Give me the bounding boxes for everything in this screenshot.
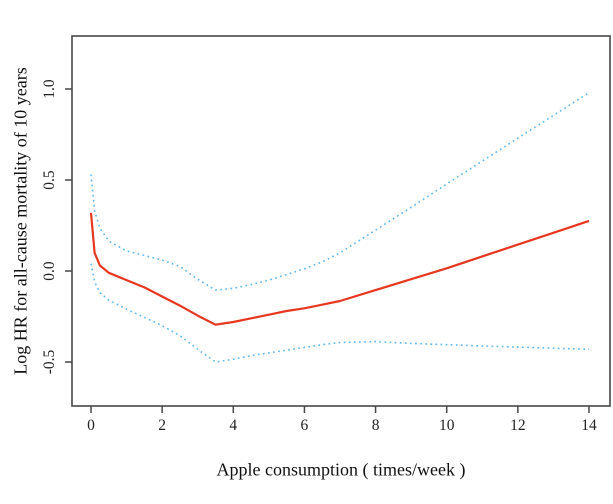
x-tick-label: 6 xyxy=(301,417,309,434)
x-tick-label: 12 xyxy=(510,417,526,434)
x-tick-label: 10 xyxy=(439,417,455,434)
y-tick-label: 1.0 xyxy=(41,79,58,99)
x-tick-label: 4 xyxy=(229,417,237,434)
upper-ci-line xyxy=(90,91,590,291)
x-axis-title: Apple consumption ( times/week ) xyxy=(216,459,466,480)
estimate-line xyxy=(89,212,590,326)
x-tick-label: 0 xyxy=(87,417,95,434)
plot-border xyxy=(71,35,611,407)
x-tick-label: 2 xyxy=(158,417,166,434)
y-tick-label: 0.0 xyxy=(41,261,58,281)
lower-ci-line xyxy=(90,263,590,363)
x-tick-label: 8 xyxy=(372,417,380,434)
y-tick-label: 0.5 xyxy=(41,170,58,190)
x-tick-label: 14 xyxy=(581,417,597,434)
y-axis-title: Log HR for all-cause mortality of 10 yea… xyxy=(10,67,31,375)
y-tick-label: -0.5 xyxy=(41,349,58,374)
